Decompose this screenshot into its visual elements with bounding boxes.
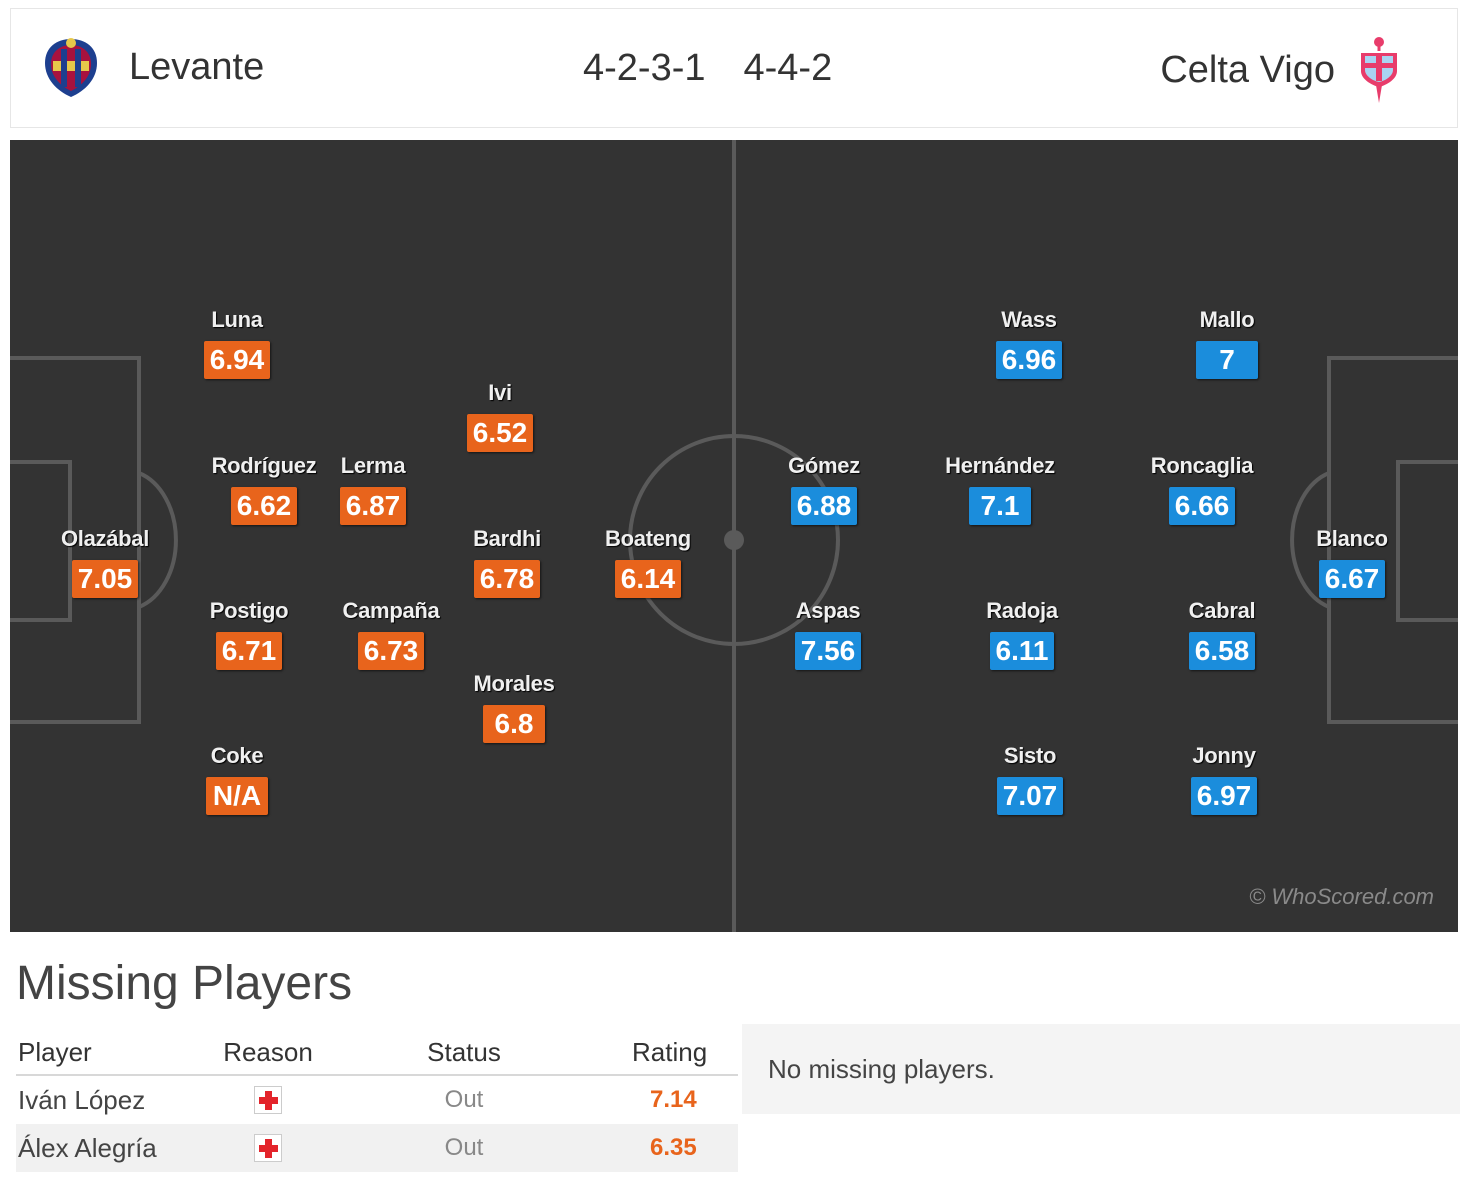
celta-vigo-crest-icon [1361, 37, 1397, 103]
home-player-bardhi[interactable]: Bardhi 6.78 [432, 526, 582, 598]
missing-player-status: Out [444, 1134, 484, 1161]
watermark: © WhoScored.com [1249, 884, 1434, 909]
player-rating: N/A [206, 777, 268, 815]
player-name: Gómez [788, 453, 860, 478]
player-name: Ivi [488, 380, 512, 405]
missing-player-name[interactable]: Álex Alegría [18, 1132, 157, 1163]
player-rating: 6.73 [357, 632, 425, 670]
home-player-luna[interactable]: Luna 6.94 [162, 307, 312, 379]
player-rating: 6.67 [1318, 560, 1386, 598]
player-rating: 6.62 [230, 487, 298, 525]
player-rating: 7.56 [794, 632, 862, 670]
player-rating: 7.1 [969, 487, 1031, 525]
player-name: Roncaglia [1150, 453, 1254, 478]
player-name: Mallo [1199, 307, 1255, 332]
player-name: Radoja [986, 598, 1058, 623]
player-rating: 6.97 [1190, 777, 1258, 815]
home-player-olazabal[interactable]: Olazábal 7.05 [30, 526, 180, 598]
player-name: Cabral [1188, 598, 1256, 623]
away-player-wass[interactable]: Wass 6.96 [954, 307, 1104, 379]
player-name: Rodríguez [211, 453, 317, 478]
player-name: Blanco [1316, 526, 1388, 551]
home-player-postigo[interactable]: Postigo 6.71 [174, 598, 324, 670]
home-player-rodriguez[interactable]: Rodríguez 6.62 [189, 453, 339, 525]
player-rating: 6.66 [1168, 487, 1236, 525]
missing-player-rating: 7.14 [650, 1086, 697, 1113]
player-rating: 7 [1196, 341, 1258, 379]
home-player-morales[interactable]: Morales 6.8 [439, 671, 589, 743]
player-name: Campaña [342, 598, 440, 623]
player-name: Morales [473, 671, 555, 696]
home-player-coke[interactable]: Coke N/A [162, 743, 312, 815]
reason-cell [212, 1134, 324, 1162]
home-player-campana[interactable]: Campaña 6.73 [316, 598, 466, 670]
player-name: Jonny [1192, 743, 1256, 768]
missing-player-rating: 6.35 [650, 1134, 697, 1161]
column-header-reason[interactable]: Reason [223, 1036, 313, 1067]
player-name: Coke [210, 743, 264, 768]
player-name: Luna [211, 307, 263, 332]
formations: 4-2-3-1 4-4-2 [583, 47, 832, 90]
away-player-gomez[interactable]: Gómez 6.88 [749, 453, 899, 525]
away-missing-players-message: No missing players. [742, 1024, 1460, 1114]
lineup-pitch: Olazábal 7.05 Luna 6.94 Rodríguez 6.62 P… [10, 140, 1458, 932]
player-name: Boateng [605, 526, 691, 551]
player-rating: 7.07 [996, 777, 1064, 815]
table-row[interactable]: Álex Alegría Out 6.35 [16, 1124, 738, 1172]
player-name: Lerma [340, 453, 406, 478]
away-team-name: Celta Vigo [1160, 48, 1335, 91]
player-name: Hernández [945, 453, 1055, 478]
player-name: Postigo [209, 598, 289, 623]
injury-icon [254, 1086, 282, 1114]
player-rating: 6.14 [614, 560, 682, 598]
away-player-blanco[interactable]: Blanco 6.67 [1277, 526, 1427, 598]
table-row[interactable]: Iván López Out 7.14 [16, 1076, 738, 1124]
player-name: Bardhi [473, 526, 541, 551]
levante-crest-icon [45, 38, 97, 97]
column-header-status[interactable]: Status [427, 1036, 501, 1067]
away-formation: 4-4-2 [743, 47, 833, 89]
away-team[interactable]: Celta Vigo [1160, 35, 1401, 105]
away-player-mallo[interactable]: Mallo 7 [1152, 307, 1302, 379]
reason-cell [212, 1086, 324, 1114]
away-player-jonny[interactable]: Jonny 6.97 [1149, 743, 1299, 815]
home-team-name: Levante [129, 45, 265, 88]
player-rating: 6.58 [1188, 632, 1256, 670]
home-player-lerma[interactable]: Lerma 6.87 [298, 453, 448, 525]
player-name: Wass [1001, 307, 1057, 332]
pitch-markings [10, 140, 1458, 932]
player-rating: 6.52 [466, 414, 534, 452]
table-header: Player Reason Status Rating [16, 1030, 738, 1076]
missing-players-title: Missing Players [16, 957, 353, 1010]
player-rating: 6.78 [473, 560, 541, 598]
column-header-player[interactable]: Player [18, 1036, 92, 1067]
match-header: Levante 4-2-3-1 4-4-2 Celta Vigo [10, 8, 1458, 128]
missing-player-name[interactable]: Iván López [18, 1084, 146, 1115]
away-player-sisto[interactable]: Sisto 7.07 [955, 743, 1105, 815]
home-player-boateng[interactable]: Boateng 6.14 [573, 526, 723, 598]
player-name: Olazábal [60, 526, 150, 551]
player-rating: 7.05 [71, 560, 139, 598]
away-player-roncaglia[interactable]: Roncaglia 6.66 [1127, 453, 1277, 525]
player-rating: 6.8 [483, 705, 545, 743]
player-rating: 6.87 [339, 487, 407, 525]
away-player-radoja[interactable]: Radoja 6.11 [947, 598, 1097, 670]
column-header-rating[interactable]: Rating [632, 1036, 708, 1067]
missing-player-status: Out [444, 1086, 484, 1113]
player-rating: 6.94 [203, 341, 271, 379]
missing-players-table: Player Reason Status Rating Iván López O… [16, 1030, 738, 1172]
player-rating: 6.71 [215, 632, 283, 670]
player-rating: 6.96 [995, 341, 1063, 379]
player-rating: 6.88 [790, 487, 858, 525]
home-team[interactable]: Levante [39, 35, 264, 99]
away-player-aspas[interactable]: Aspas 7.56 [753, 598, 903, 670]
away-player-hernandez[interactable]: Hernández 7.1 [925, 453, 1075, 525]
player-name: Sisto [1003, 743, 1057, 768]
player-name: Aspas [795, 598, 861, 623]
home-player-ivi[interactable]: Ivi 6.52 [425, 380, 575, 452]
injury-icon [254, 1134, 282, 1162]
home-formation: 4-2-3-1 [583, 47, 706, 89]
away-player-cabral[interactable]: Cabral 6.58 [1147, 598, 1297, 670]
player-rating: 6.11 [989, 632, 1055, 670]
